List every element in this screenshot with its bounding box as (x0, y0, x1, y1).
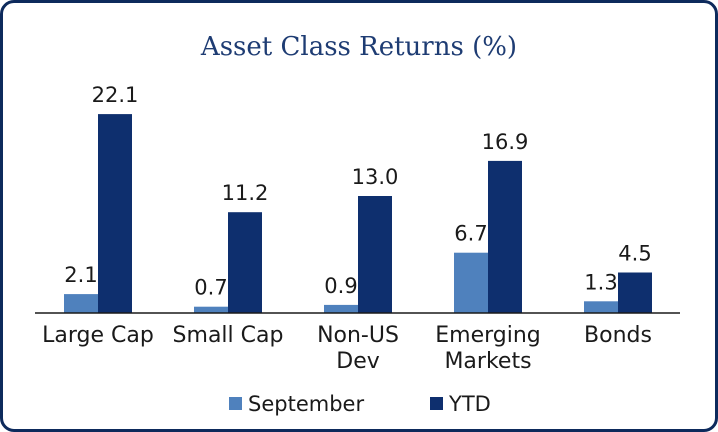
category-label-non-us-dev-line2: Dev (336, 349, 380, 374)
legend: September YTD (229, 392, 491, 416)
category-label-emerging-markets-line2: Markets (444, 349, 531, 374)
data-label-ytd-emerging-markets: 16.9 (482, 130, 529, 154)
category-label-bonds: Bonds (584, 323, 652, 348)
data-label-september-bonds: 1.3 (584, 270, 617, 294)
chart-title: Asset Class Returns (%) (200, 32, 517, 62)
bar-september-non-us-dev (324, 304, 358, 313)
bar-ytd-bonds (618, 272, 652, 313)
category-label-non-us-dev-line1: Non-US (317, 323, 399, 348)
legend-swatch-september (229, 397, 242, 410)
data-label-ytd-large-cap: 22.1 (92, 83, 139, 107)
bar-ytd-non-us-dev (358, 196, 392, 313)
category-label-large-cap: Large Cap (42, 323, 154, 348)
bar-ytd-large-cap (98, 114, 132, 313)
data-label-ytd-small-cap: 11.2 (222, 181, 269, 205)
bar-september-emerging-markets (454, 252, 488, 313)
bar-ytd-small-cap (228, 212, 262, 313)
legend-swatch-ytd (430, 397, 443, 410)
legend-label-ytd: YTD (448, 392, 491, 416)
bar-september-large-cap (64, 294, 98, 313)
category-label-small-cap: Small Cap (173, 323, 284, 348)
data-label-september-large-cap: 2.1 (64, 263, 97, 287)
bar-ytd-emerging-markets (488, 160, 522, 313)
data-label-september-small-cap: 0.7 (194, 276, 227, 300)
data-label-ytd-non-us-dev: 13.0 (352, 165, 399, 189)
bars-group: 2.1 22.1 0.7 11.2 0.9 13.0 6.7 16.9 1.34.5 (64, 83, 652, 313)
legend-label-september: September (248, 392, 364, 416)
data-label-september-emerging-markets: 6.7 (454, 222, 487, 246)
category-label-emerging-markets-line1: Emerging (435, 323, 541, 348)
bar-september-small-cap (194, 306, 228, 313)
data-label-september-non-us-dev: 0.9 (324, 274, 357, 298)
bar-september-bonds (584, 301, 618, 313)
data-label-ytd-bonds: 4.5 (618, 242, 651, 266)
